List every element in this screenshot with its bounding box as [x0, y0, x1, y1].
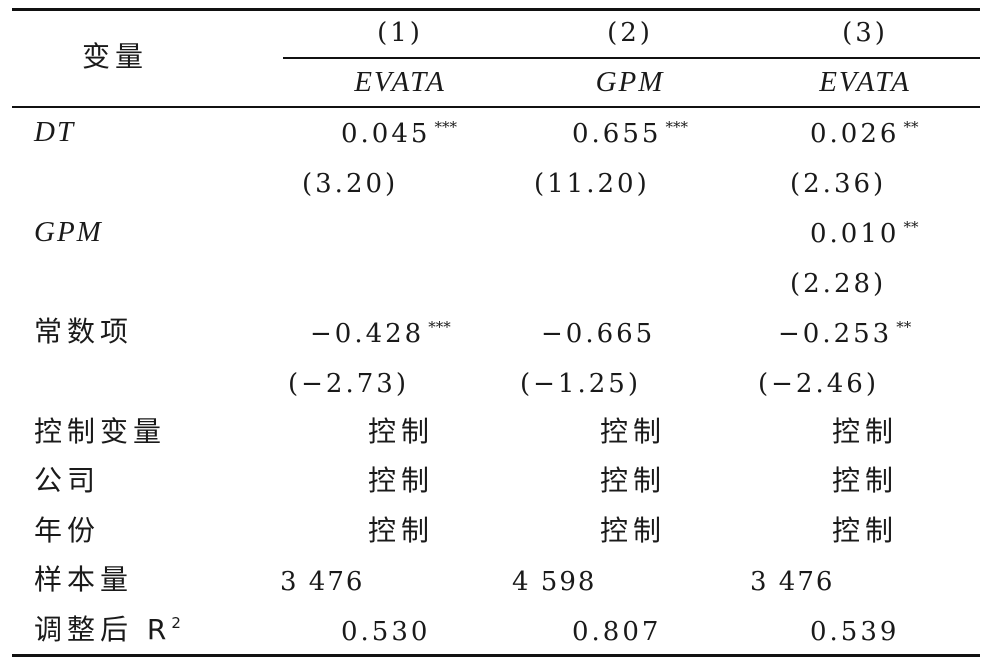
variable-header: 变量: [82, 40, 149, 73]
year-1: 控制: [368, 514, 435, 547]
dt-coef-1-stars: ***: [434, 118, 457, 136]
dt-coef-3: 0.026 **: [810, 118, 918, 153]
control-2: 控制: [600, 415, 667, 448]
col-number-1: (1): [377, 18, 423, 48]
adjusted-r2-text: 调整后 R: [34, 613, 172, 646]
row-label-year: 年份: [34, 514, 101, 547]
gpm-coef-3-value: 0.010: [810, 219, 900, 249]
sample-size-3: 3 476: [750, 567, 835, 597]
control-1: 控制: [368, 415, 435, 448]
const-coef-1-value: −0.428: [310, 319, 425, 349]
r2-3: 0.539: [810, 617, 900, 647]
dt-t-3: (2.36): [790, 169, 887, 199]
company-3: 控制: [832, 464, 899, 497]
const-coef-1-stars: ***: [428, 318, 451, 336]
sample-size-1: 3 476: [280, 567, 365, 597]
col-number-2: (2): [607, 18, 653, 48]
const-coef-2: −0.665: [541, 318, 659, 353]
col-var-3: EVATA: [819, 66, 911, 98]
row-label-constant: 常数项: [34, 315, 134, 348]
dt-coef-2-value: 0.655: [572, 119, 662, 149]
const-coef-3-value: −0.253: [778, 319, 893, 349]
const-coef-1: −0.428 ***: [310, 318, 451, 353]
dt-coef-3-stars: **: [903, 118, 919, 136]
r2-2: 0.807: [572, 617, 662, 647]
year-2: 控制: [600, 514, 667, 547]
sample-size-2: 4 598: [512, 567, 597, 597]
dt-t-2: (11.20): [534, 169, 650, 199]
row-label-gpm: GPM: [34, 216, 103, 248]
control-3: 控制: [832, 415, 899, 448]
header-mid-rule: [283, 57, 980, 59]
company-2: 控制: [600, 464, 667, 497]
const-t-1: (−2.73): [288, 369, 409, 399]
row-label-sample-size: 样本量: [34, 563, 134, 596]
dt-coef-1: 0.045 ***: [341, 118, 457, 153]
col-number-3: (3): [842, 18, 888, 48]
gpm-t-3: (2.28): [790, 269, 887, 299]
const-coef-2-value: −0.665: [541, 319, 656, 349]
r2-1: 0.530: [341, 617, 431, 647]
row-label-control-variables: 控制变量: [34, 415, 167, 448]
year-3: 控制: [832, 514, 899, 547]
row-label-company: 公司: [34, 464, 101, 497]
col-var-2: GPM: [595, 66, 665, 98]
const-t-3: (−2.46): [758, 369, 879, 399]
r2-superscript: 2: [171, 614, 186, 632]
row-label-dt: DT: [34, 116, 76, 148]
dt-coef-2-stars: ***: [665, 118, 688, 136]
dt-t-1: (3.20): [302, 169, 399, 199]
const-coef-3-stars: **: [896, 318, 912, 336]
bottom-rule: [12, 654, 980, 657]
dt-coef-1-value: 0.045: [341, 119, 431, 149]
row-label-adjusted-r2: 调整后 R2: [34, 614, 186, 650]
gpm-coef-3-stars: **: [903, 218, 919, 236]
const-coef-3: −0.253 **: [778, 318, 911, 353]
top-rule: [12, 8, 980, 11]
company-1: 控制: [368, 464, 435, 497]
const-t-2: (−1.25): [520, 369, 641, 399]
col-var-1: EVATA: [354, 66, 446, 98]
dt-coef-2: 0.655 ***: [572, 118, 688, 153]
header-bottom-rule: [12, 106, 980, 108]
dt-coef-3-value: 0.026: [810, 119, 900, 149]
gpm-coef-3: 0.010 **: [810, 218, 918, 253]
